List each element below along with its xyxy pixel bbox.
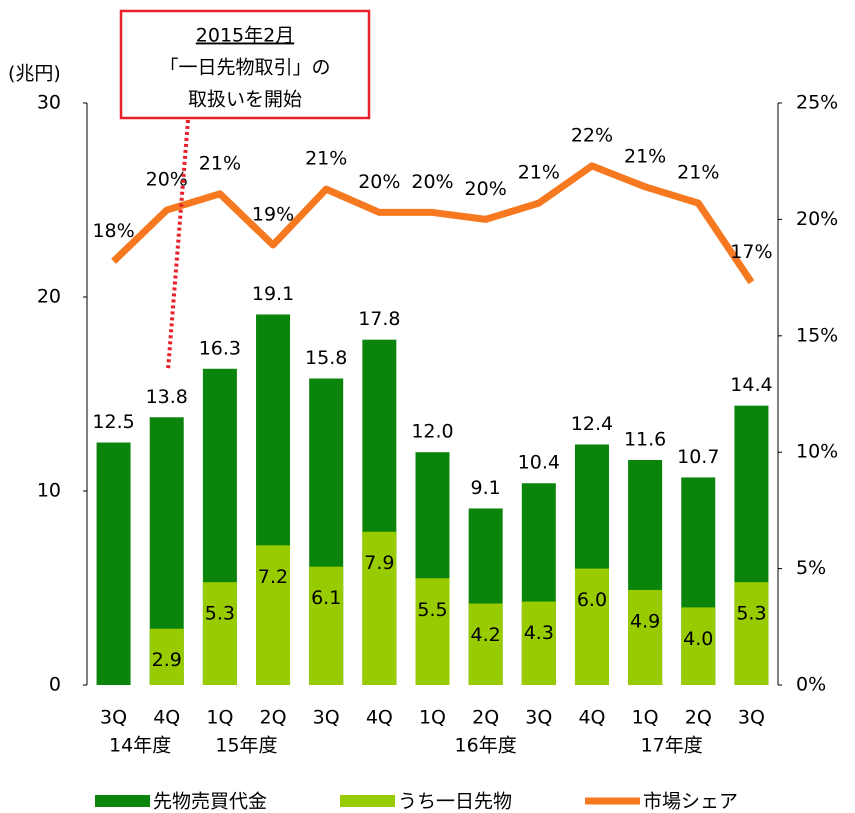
bar bbox=[149, 628, 184, 685]
data-label: 18% bbox=[92, 220, 134, 242]
x-tick-label: 2Q bbox=[472, 707, 499, 729]
data-label: 16.3 bbox=[199, 337, 241, 359]
data-label: 5.3 bbox=[736, 603, 766, 625]
y-axis-label: (兆円) bbox=[8, 63, 61, 85]
data-label: 5.5 bbox=[417, 599, 447, 621]
data-label: 17% bbox=[730, 241, 772, 263]
legend-swatch bbox=[95, 795, 150, 807]
annotation-box bbox=[119, 9, 371, 120]
data-label: 4.3 bbox=[524, 622, 554, 644]
bar bbox=[521, 601, 556, 685]
x-tick-label: 1Q bbox=[419, 707, 446, 729]
data-label: 6.0 bbox=[577, 589, 607, 611]
y2-tick-label: 0% bbox=[796, 674, 826, 696]
legend-label: 先物売買代金 bbox=[153, 791, 267, 813]
bar bbox=[309, 566, 344, 685]
data-label: 21% bbox=[305, 148, 347, 170]
line bbox=[111, 162, 755, 285]
bar bbox=[256, 545, 291, 685]
data-label: 13.8 bbox=[146, 386, 188, 408]
data-label: 10.7 bbox=[677, 446, 719, 468]
data-label: 21% bbox=[199, 152, 241, 174]
x-tick-label: 4Q bbox=[366, 707, 393, 729]
data-label: 20% bbox=[146, 169, 188, 191]
bar bbox=[202, 582, 237, 685]
bar bbox=[628, 589, 663, 685]
data-label: 19% bbox=[252, 204, 294, 226]
data-label: 7.2 bbox=[258, 566, 288, 588]
data-label: 4.0 bbox=[683, 628, 713, 650]
y2-tick-label: 25% bbox=[796, 92, 838, 114]
legend-label: 市場シェア bbox=[643, 791, 738, 813]
bar bbox=[415, 578, 450, 685]
data-label: 21% bbox=[677, 162, 719, 184]
x-group-label: 14年度 bbox=[109, 735, 171, 757]
data-label: 14.4 bbox=[730, 374, 772, 396]
x-tick-label: 3Q bbox=[738, 707, 765, 729]
data-label: 15.8 bbox=[305, 347, 347, 369]
data-label: 4.9 bbox=[630, 610, 660, 632]
data-label: 7.9 bbox=[364, 552, 394, 574]
data-label: 11.6 bbox=[624, 428, 666, 450]
x-group-label: 16年度 bbox=[455, 735, 517, 757]
x-tick-label: 2Q bbox=[260, 707, 287, 729]
annotation-text: 「一日先物取引」の bbox=[159, 57, 330, 79]
bar bbox=[681, 607, 716, 685]
x-tick-label: 1Q bbox=[206, 707, 233, 729]
data-label: 12.4 bbox=[571, 413, 613, 435]
x-tick-label: 3Q bbox=[100, 707, 127, 729]
data-label: 9.1 bbox=[471, 477, 501, 499]
data-label: 21% bbox=[624, 145, 666, 167]
data-label: 22% bbox=[571, 124, 613, 146]
y2-tick-label: 15% bbox=[796, 324, 838, 346]
y2-tick-label: 5% bbox=[796, 557, 826, 579]
data-label: 2.9 bbox=[152, 649, 182, 671]
y-tick-label: 20 bbox=[37, 286, 61, 308]
data-label: 12.5 bbox=[92, 411, 134, 433]
x-tick-label: 4Q bbox=[153, 707, 180, 729]
bar bbox=[734, 582, 769, 685]
y2-tick-label: 20% bbox=[796, 208, 838, 230]
bar bbox=[362, 531, 397, 685]
x-tick-label: 4Q bbox=[578, 707, 605, 729]
x-tick-label: 3Q bbox=[525, 707, 552, 729]
annotation-leader bbox=[166, 119, 190, 371]
y-tick-label: 0 bbox=[49, 674, 61, 696]
legend-swatch bbox=[340, 795, 395, 807]
bar bbox=[574, 568, 609, 685]
x-tick-label: 3Q bbox=[313, 707, 340, 729]
annotation-text: 2015年2月 bbox=[196, 25, 294, 47]
data-label: 6.1 bbox=[311, 587, 341, 609]
data-label: 4.2 bbox=[471, 624, 501, 646]
bar bbox=[468, 603, 503, 685]
data-label: 20% bbox=[411, 171, 453, 193]
x-group-label: 17年度 bbox=[641, 735, 703, 757]
data-label: 12.0 bbox=[411, 421, 453, 443]
y-tick-label: 10 bbox=[37, 480, 61, 502]
annotation-text: 取扱いを開始 bbox=[188, 89, 302, 111]
y2-tick-label: 10% bbox=[796, 441, 838, 463]
data-label: 21% bbox=[518, 162, 560, 184]
x-group-label: 15年度 bbox=[215, 735, 277, 757]
y-tick-label: 30 bbox=[37, 92, 61, 114]
data-label: 20% bbox=[465, 178, 507, 200]
legend-label: うち一日先物 bbox=[398, 791, 512, 813]
data-label: 19.1 bbox=[252, 283, 294, 305]
x-tick-label: 2Q bbox=[685, 707, 712, 729]
data-label: 20% bbox=[358, 171, 400, 193]
data-label: 17.8 bbox=[358, 308, 400, 330]
bar bbox=[96, 442, 131, 685]
x-tick-label: 1Q bbox=[632, 707, 659, 729]
data-label: 5.3 bbox=[205, 603, 235, 625]
data-label: 10.4 bbox=[518, 452, 560, 474]
